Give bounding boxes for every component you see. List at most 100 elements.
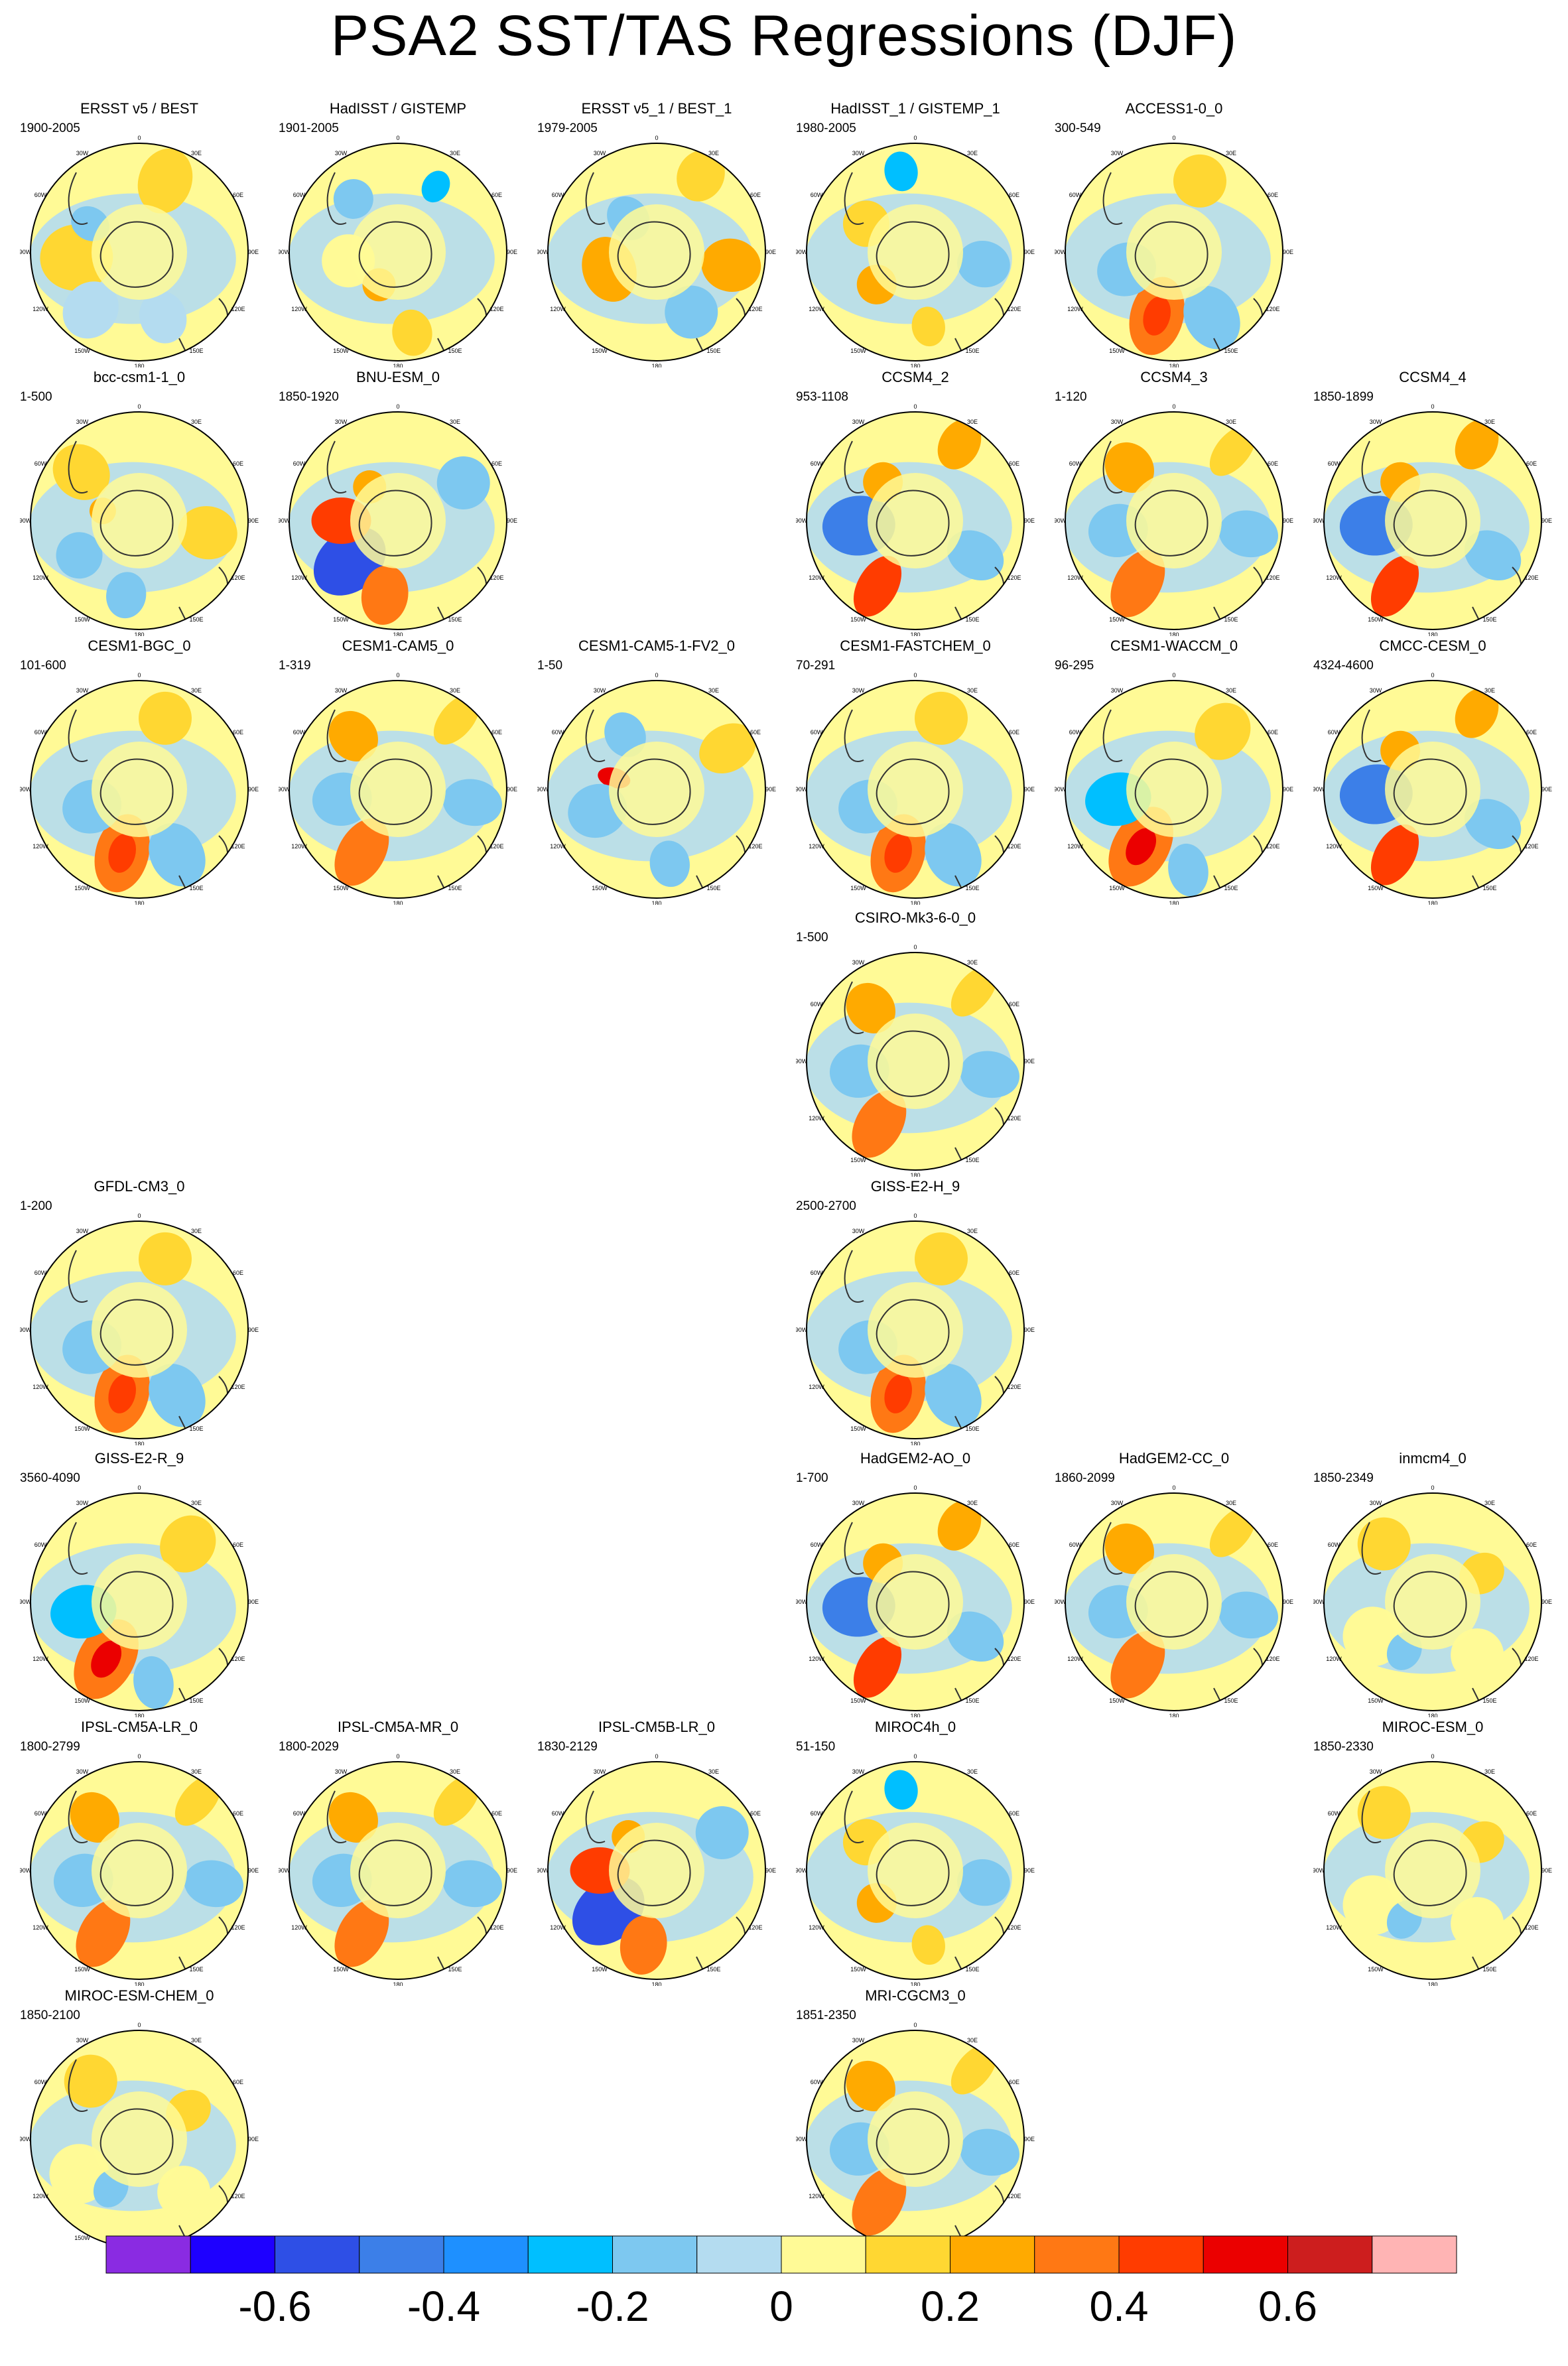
- panel-period: 1800-2029: [279, 1740, 339, 1754]
- longitude-label: 120E: [231, 843, 245, 850]
- longitude-label: 150E: [1482, 885, 1496, 891]
- longitude-label: 90E: [507, 1867, 517, 1874]
- panel-period: 4324-4600: [1313, 659, 1374, 673]
- longitude-label: 150W: [850, 1157, 866, 1163]
- anomaly-blob: [70, 1792, 119, 1843]
- colorbar-bin: [1118, 2235, 1204, 2274]
- longitude-label: 60W: [811, 192, 823, 198]
- panel-period: 300-549: [1055, 121, 1101, 135]
- anomaly-blob: [178, 505, 237, 560]
- anomaly-blob: [1357, 1786, 1411, 1839]
- panel-period: 1830-2129: [537, 1740, 598, 1754]
- anomaly-blob: [1143, 296, 1171, 336]
- longitude-label: 150W: [592, 348, 608, 354]
- map-panel: CSIRO-Mk3-6-0_0 0 30E 60E 90E 120E 150E 180 150W…: [789, 909, 1041, 1181]
- anomaly-blob: [157, 2166, 211, 2219]
- page-title: PSA2 SST/TAS Regressions (DJF): [330, 4, 1238, 68]
- colorbar-bin: [696, 2235, 782, 2274]
- longitude-label: 30E: [191, 419, 202, 425]
- polar-map: 0 30E 60E 90E 120E 150E 180 150W 120W 90W 60W 30W: [279, 1753, 517, 1986]
- panel-title: GISS-E2-R_9: [94, 1450, 184, 1467]
- longitude-label: 60E: [1009, 460, 1019, 467]
- longitude-label: 150W: [850, 1697, 866, 1704]
- panel-period: 1851-2350: [796, 2008, 856, 2022]
- longitude-label: 120E: [490, 306, 503, 312]
- colorbar-tick-label: -0.4: [407, 2282, 481, 2330]
- longitude-label: 90W: [20, 1327, 32, 1333]
- longitude-label: 150E: [1224, 348, 1238, 354]
- longitude-label: 90E: [1024, 2136, 1035, 2142]
- map-border: [547, 680, 766, 899]
- longitude-label: 60E: [233, 1810, 243, 1817]
- longitude-label: 60E: [1268, 1542, 1278, 1548]
- longitude-label: 120W: [1326, 1924, 1342, 1931]
- longitude-label: 120E: [231, 1656, 245, 1662]
- longitude-label: 120E: [1007, 1656, 1021, 1662]
- longitude-label: 90W: [537, 786, 549, 793]
- map-panel: HadISST_1 / GISTEMP_1 0 30E 60E 90E 120E 150E 1…: [789, 99, 1041, 371]
- longitude-label: 180: [1427, 900, 1437, 905]
- longitude-label: 150W: [74, 1966, 90, 1973]
- anomaly-blob: [1218, 1591, 1278, 1639]
- longitude-label: 60E: [1268, 729, 1278, 736]
- longitude-label: 0: [913, 1753, 917, 1760]
- longitude-label: 60W: [34, 2079, 47, 2085]
- longitude-label: 150W: [1109, 1697, 1125, 1704]
- longitude-label: 30W: [1111, 687, 1124, 694]
- panel-title: HadGEM2-CC_0: [1118, 1450, 1230, 1467]
- longitude-label: 60W: [34, 1270, 47, 1276]
- panel-title: ERSST v5_1 / BEST_1: [581, 100, 732, 117]
- colorbar-tick-label: 0.2: [921, 2282, 980, 2330]
- antarctica-outline: [1134, 490, 1209, 557]
- anomaly-blob: [884, 1374, 913, 1413]
- longitude-label: 30W: [852, 2037, 865, 2044]
- map-panel: GISS-E2-H_9 0 30E 60E 90E 120E 150E 180 150W 120W…: [789, 1177, 1041, 1449]
- longitude-label: 150E: [965, 1697, 979, 1704]
- longitude-label: 150W: [333, 616, 349, 623]
- longitude-label: 30E: [191, 1768, 202, 1775]
- longitude-label: 90E: [248, 786, 259, 793]
- longitude-label: 90W: [796, 2136, 808, 2142]
- longitude-label: 0: [137, 403, 141, 410]
- longitude-label: 30W: [76, 1228, 89, 1234]
- longitude-label: 120W: [809, 1384, 824, 1390]
- map-panel: IPSL-CM5A-MR_0 0 30E 60E 90E 120E 150E 180 150W 1…: [272, 1718, 524, 1990]
- polar-map: 0 30E 60E 90E 120E 150E 180 150W 120W 90W 60W 30W: [1313, 672, 1552, 905]
- longitude-label: 180: [1169, 900, 1179, 905]
- polar-map: 0 30E 60E 90E 120E 150E 180 150W 120W 90W 60W 30W: [537, 1753, 776, 1986]
- longitude-label: 120E: [1007, 1924, 1021, 1931]
- longitude-label: 60E: [233, 2079, 243, 2085]
- longitude-label: 90W: [1055, 249, 1067, 255]
- longitude-label: 60E: [1526, 729, 1537, 736]
- longitude-label: 120W: [1067, 843, 1083, 850]
- map-border: [806, 1220, 1025, 1439]
- longitude-label: 0: [655, 135, 658, 141]
- longitude-label: 180: [1427, 1713, 1437, 1717]
- longitude-label: 90W: [796, 1599, 808, 1605]
- anomaly-blob: [56, 532, 103, 579]
- longitude-label: 120E: [231, 1924, 245, 1931]
- anomaly-blob: [62, 281, 119, 339]
- antarctica-outline: [876, 2108, 950, 2175]
- longitude-label: 90W: [20, 1599, 32, 1605]
- antarctica-outline: [99, 490, 174, 557]
- longitude-label: 180: [651, 1981, 661, 1986]
- longitude-label: 60W: [34, 192, 47, 198]
- longitude-label: 90W: [1313, 1867, 1325, 1874]
- longitude-label: 180: [910, 1713, 920, 1717]
- anomaly-blob: [138, 1232, 192, 1285]
- colorbar-tick-label: -0.6: [238, 2282, 312, 2330]
- anomaly-blob: [846, 982, 895, 1033]
- anomaly-blob: [925, 1364, 982, 1427]
- longitude-label: 150E: [189, 1966, 203, 1973]
- longitude-label: 120W: [1326, 1656, 1342, 1662]
- map-border: [1065, 1492, 1283, 1711]
- antarctica-outline: [617, 221, 691, 288]
- longitude-label: 60E: [1009, 192, 1019, 198]
- anomaly-blob: [160, 1515, 216, 1573]
- antarctica-outline: [1134, 758, 1209, 825]
- antarctica-outline: [1134, 221, 1209, 288]
- longitude-label: 150E: [1482, 616, 1496, 623]
- anomaly-blob: [392, 309, 432, 356]
- longitude-label: 90E: [1024, 517, 1035, 524]
